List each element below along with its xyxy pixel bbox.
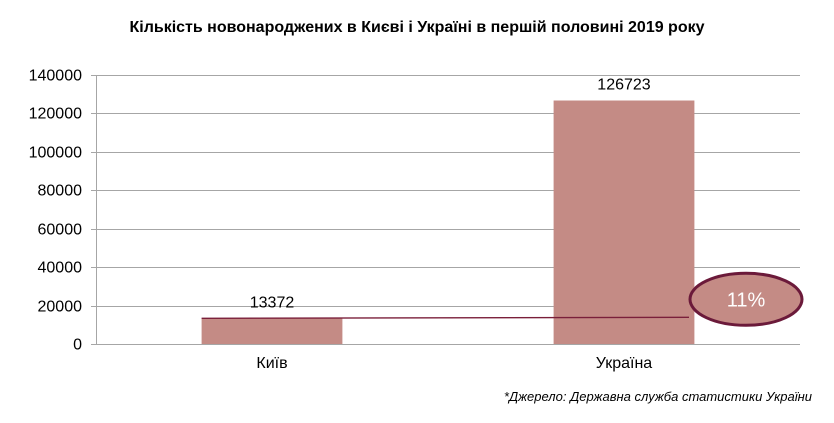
comparison-line <box>201 316 690 319</box>
y-tick-label-3: 60000 <box>38 222 83 239</box>
y-tick-label-6: 120000 <box>29 106 82 123</box>
value-label-1: 126723 <box>597 77 650 94</box>
y-tick-label-4: 80000 <box>38 183 83 200</box>
x-tick-labels: Київ Україна <box>256 355 652 372</box>
y-tick-label-5: 100000 <box>29 145 82 162</box>
bars <box>201 100 695 345</box>
annotation-label: 11% <box>727 289 766 311</box>
y-tick-labels: 0 20000 40000 60000 80000 100000 120000 140000 <box>29 68 82 354</box>
value-label-0: 13372 <box>250 294 295 311</box>
bar-0 <box>201 318 343 344</box>
y-tick-label-7: 140000 <box>29 68 82 85</box>
chart-title: Кількість новонароджених в Києві і Украї… <box>129 19 705 36</box>
y-tick-label-0: 0 <box>73 337 82 354</box>
bar-1 <box>553 100 695 345</box>
y-tick-label-1: 20000 <box>38 299 83 316</box>
value-labels: 13372 126723 <box>250 77 651 312</box>
annotation: 11% <box>201 271 804 327</box>
source-note: *Джерело: Державна служба статистики Укр… <box>503 389 812 404</box>
x-tick-label-1: Україна <box>596 355 653 372</box>
y-tick-label-2: 40000 <box>38 260 83 277</box>
x-tick-label-0: Київ <box>256 355 287 372</box>
annotation-ellipse <box>688 271 804 327</box>
